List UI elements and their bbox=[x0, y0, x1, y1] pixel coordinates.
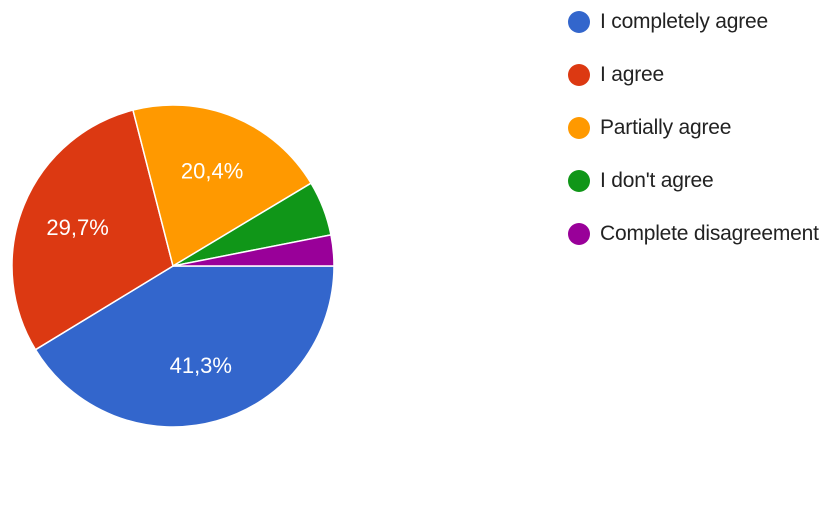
legend-item-dont-agree: I don't agree bbox=[568, 167, 819, 195]
pie-slice-complete-disagreement bbox=[172, 233, 335, 267]
slice-value-label: 41,3% bbox=[170, 353, 232, 378]
slice-value-label: 20,4% bbox=[181, 159, 243, 184]
legend-label: Complete disagreement bbox=[600, 222, 819, 245]
pie-slice-partially-agree bbox=[132, 104, 313, 268]
legend-marker bbox=[568, 223, 590, 245]
legend-item-partially-agree: Partially agree bbox=[568, 114, 819, 142]
legend-marker bbox=[568, 117, 590, 139]
legend-item-completely-agree: I completely agree bbox=[568, 8, 819, 36]
legend-marker bbox=[568, 170, 590, 192]
legend-item-agree: I agree bbox=[568, 61, 819, 89]
pie-slice-i-agree bbox=[11, 109, 174, 351]
legend-label: Partially agree bbox=[600, 116, 732, 139]
legend-marker bbox=[568, 11, 590, 33]
chart-legend: I completely agree I agree Partially agr… bbox=[568, 8, 819, 273]
legend-label: I completely agree bbox=[600, 10, 768, 33]
legend-label: I don't agree bbox=[600, 169, 714, 192]
slice-value-label: 29,7% bbox=[46, 215, 108, 240]
legend-label: I agree bbox=[600, 63, 664, 86]
legend-marker bbox=[568, 64, 590, 86]
pie-slice-i-completely-agree bbox=[34, 265, 335, 428]
pie-plot: 41,3% 29,7% 20,4% bbox=[11, 104, 335, 428]
legend-item-complete-disagreement: Complete disagreement bbox=[568, 220, 819, 248]
